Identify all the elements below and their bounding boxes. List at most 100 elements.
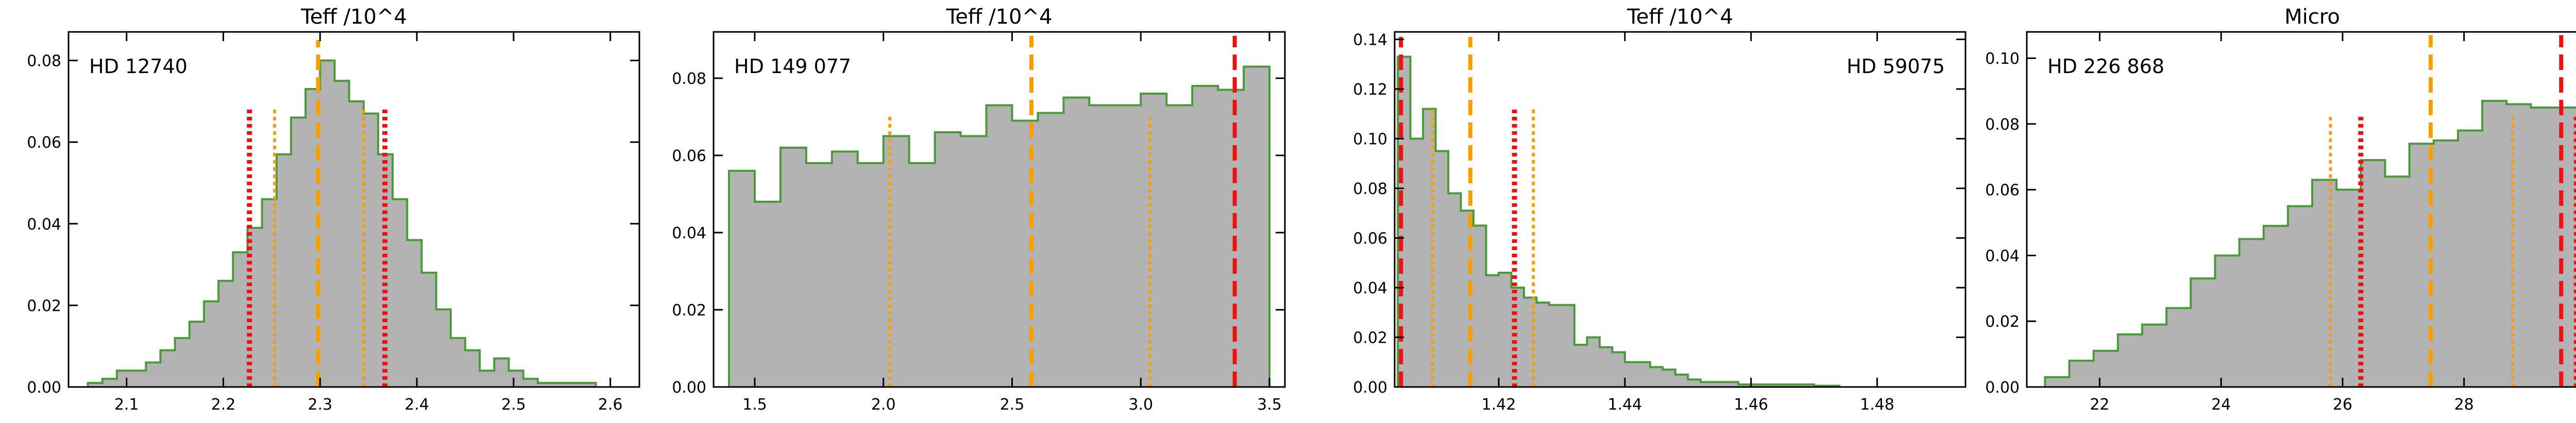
y-tick-label: 0.10	[1985, 50, 2020, 68]
histogram-bar	[581, 383, 597, 387]
histogram-bar	[175, 338, 190, 387]
histogram-bar	[523, 379, 538, 387]
histogram-bar	[116, 371, 132, 387]
panel-title: Micro	[2284, 5, 2340, 29]
histogram-bar	[349, 101, 364, 387]
panel-2: 1.5 2.0 2.5 3.0 3.5 0.00 0.02 0.04 0.06 0.08 Teff …	[672, 5, 1286, 414]
histogram-bar	[1637, 362, 1651, 387]
x-tick-label: 2.1	[114, 396, 139, 414]
y-tick-label: 0.02	[1353, 329, 1387, 347]
y-tick-label: 0.08	[27, 52, 61, 70]
axes-frame	[67, 31, 640, 388]
histogram-bar	[363, 113, 379, 387]
plot-area	[1397, 37, 1841, 387]
histogram-bar	[1612, 352, 1625, 387]
histogram-outline	[727, 65, 1271, 387]
histogram-bar	[832, 151, 858, 387]
histogram-outline	[1397, 56, 1841, 387]
histogram-bar	[1738, 384, 1752, 387]
histogram-bar	[204, 301, 219, 387]
histogram-bar	[1244, 66, 1270, 387]
histogram-bar	[189, 322, 205, 387]
histogram-bar	[2555, 107, 2576, 387]
x-tick-label: 3.0	[1128, 396, 1153, 414]
histogram-bar	[421, 272, 437, 387]
histogram-bar	[1663, 369, 1676, 387]
histogram-bar	[2531, 107, 2556, 387]
x-tick-label: 26	[2333, 396, 2352, 414]
histogram-bar	[1435, 151, 1449, 387]
star-label: HD 59075	[1846, 55, 1945, 78]
histogram-bar	[2239, 239, 2264, 387]
y-tick-label: 0.08	[1985, 116, 2020, 134]
histogram-bar	[320, 60, 335, 387]
histogram-bar	[1141, 94, 1167, 387]
x-tick-label: 1.5	[742, 396, 767, 414]
y-tick-label: 0.04	[1985, 247, 2020, 265]
histogram-bar	[509, 371, 524, 387]
histogram-bar	[1218, 90, 1244, 387]
histogram-bar	[131, 371, 146, 387]
histogram-bar	[1536, 302, 1550, 387]
histogram-bar	[1562, 305, 1575, 387]
star-label: HD 149 077	[734, 55, 851, 78]
histogram-outline	[87, 59, 597, 387]
histogram-bar	[1410, 138, 1423, 387]
histogram-bar	[1700, 382, 1714, 387]
y-tick-label: 0.02	[672, 302, 706, 320]
x-tick-label: 2.0	[871, 396, 896, 414]
y-tick-label: 0.06	[27, 134, 61, 152]
histogram-bar	[806, 163, 833, 387]
y-tick-label: 0.02	[27, 297, 61, 315]
histogram-bar	[1801, 384, 1815, 387]
plot-area	[727, 36, 1271, 387]
histogram-bar	[2361, 160, 2386, 387]
histogram-bar	[102, 379, 117, 387]
histogram-bar	[1751, 384, 1764, 387]
histogram-bar	[1499, 273, 1512, 387]
histogram-bar	[1166, 105, 1193, 387]
histogram-bar	[2142, 324, 2167, 387]
x-tick-label: 1.42	[1482, 396, 1516, 414]
axes-frame	[713, 31, 1286, 388]
x-tick-label: 24	[2211, 396, 2231, 414]
histogram-bar	[1587, 337, 1600, 387]
histogram-bar	[1713, 382, 1726, 387]
x-tick-label: 2.4	[404, 396, 429, 414]
panel-4: 22242628300.000.020.040.060.080.10MicroH…	[1985, 5, 2576, 414]
histogram-bar	[1574, 344, 1588, 387]
histogram-bar	[2093, 350, 2119, 387]
histogram-bar	[2191, 278, 2216, 387]
histogram-bar	[1115, 105, 1141, 387]
y-tick-label: 0.06	[1985, 182, 2020, 200]
panel-title: Teff /10^4	[946, 5, 1053, 29]
histogram-bar	[2045, 377, 2070, 387]
histogram-bar	[2385, 177, 2410, 387]
histogram-bar	[494, 358, 510, 387]
y-tick-label: 0.00	[27, 379, 61, 397]
histogram-bar	[537, 383, 553, 387]
y-tick-label: 0.08	[672, 70, 706, 88]
panel-title: Teff /10^4	[300, 5, 407, 29]
histogram-bar	[465, 350, 480, 387]
x-tick-label: 1.48	[1860, 396, 1894, 414]
histogram-bar	[2506, 104, 2531, 387]
y-tick-label: 0.02	[1985, 313, 2020, 331]
histogram-bar	[1012, 120, 1039, 387]
histogram-bar	[1789, 384, 1802, 387]
y-tick-label: 0.00	[672, 379, 706, 397]
histogram-bar	[1089, 105, 1115, 387]
histogram-bar	[552, 383, 567, 387]
histogram-bar	[1063, 97, 1090, 387]
histogram-bar	[1038, 113, 1064, 387]
histogram-bar	[2117, 334, 2143, 387]
histogram-bar	[2482, 101, 2507, 387]
histogram-bar	[146, 362, 161, 387]
y-tick-label: 0.00	[1353, 379, 1387, 397]
histogram-bar	[2458, 130, 2483, 387]
x-tick-label: 2.3	[308, 396, 332, 414]
histogram-outline	[2044, 100, 2576, 387]
histogram-bar	[909, 163, 936, 387]
x-tick-label: 1.44	[1607, 396, 1642, 414]
